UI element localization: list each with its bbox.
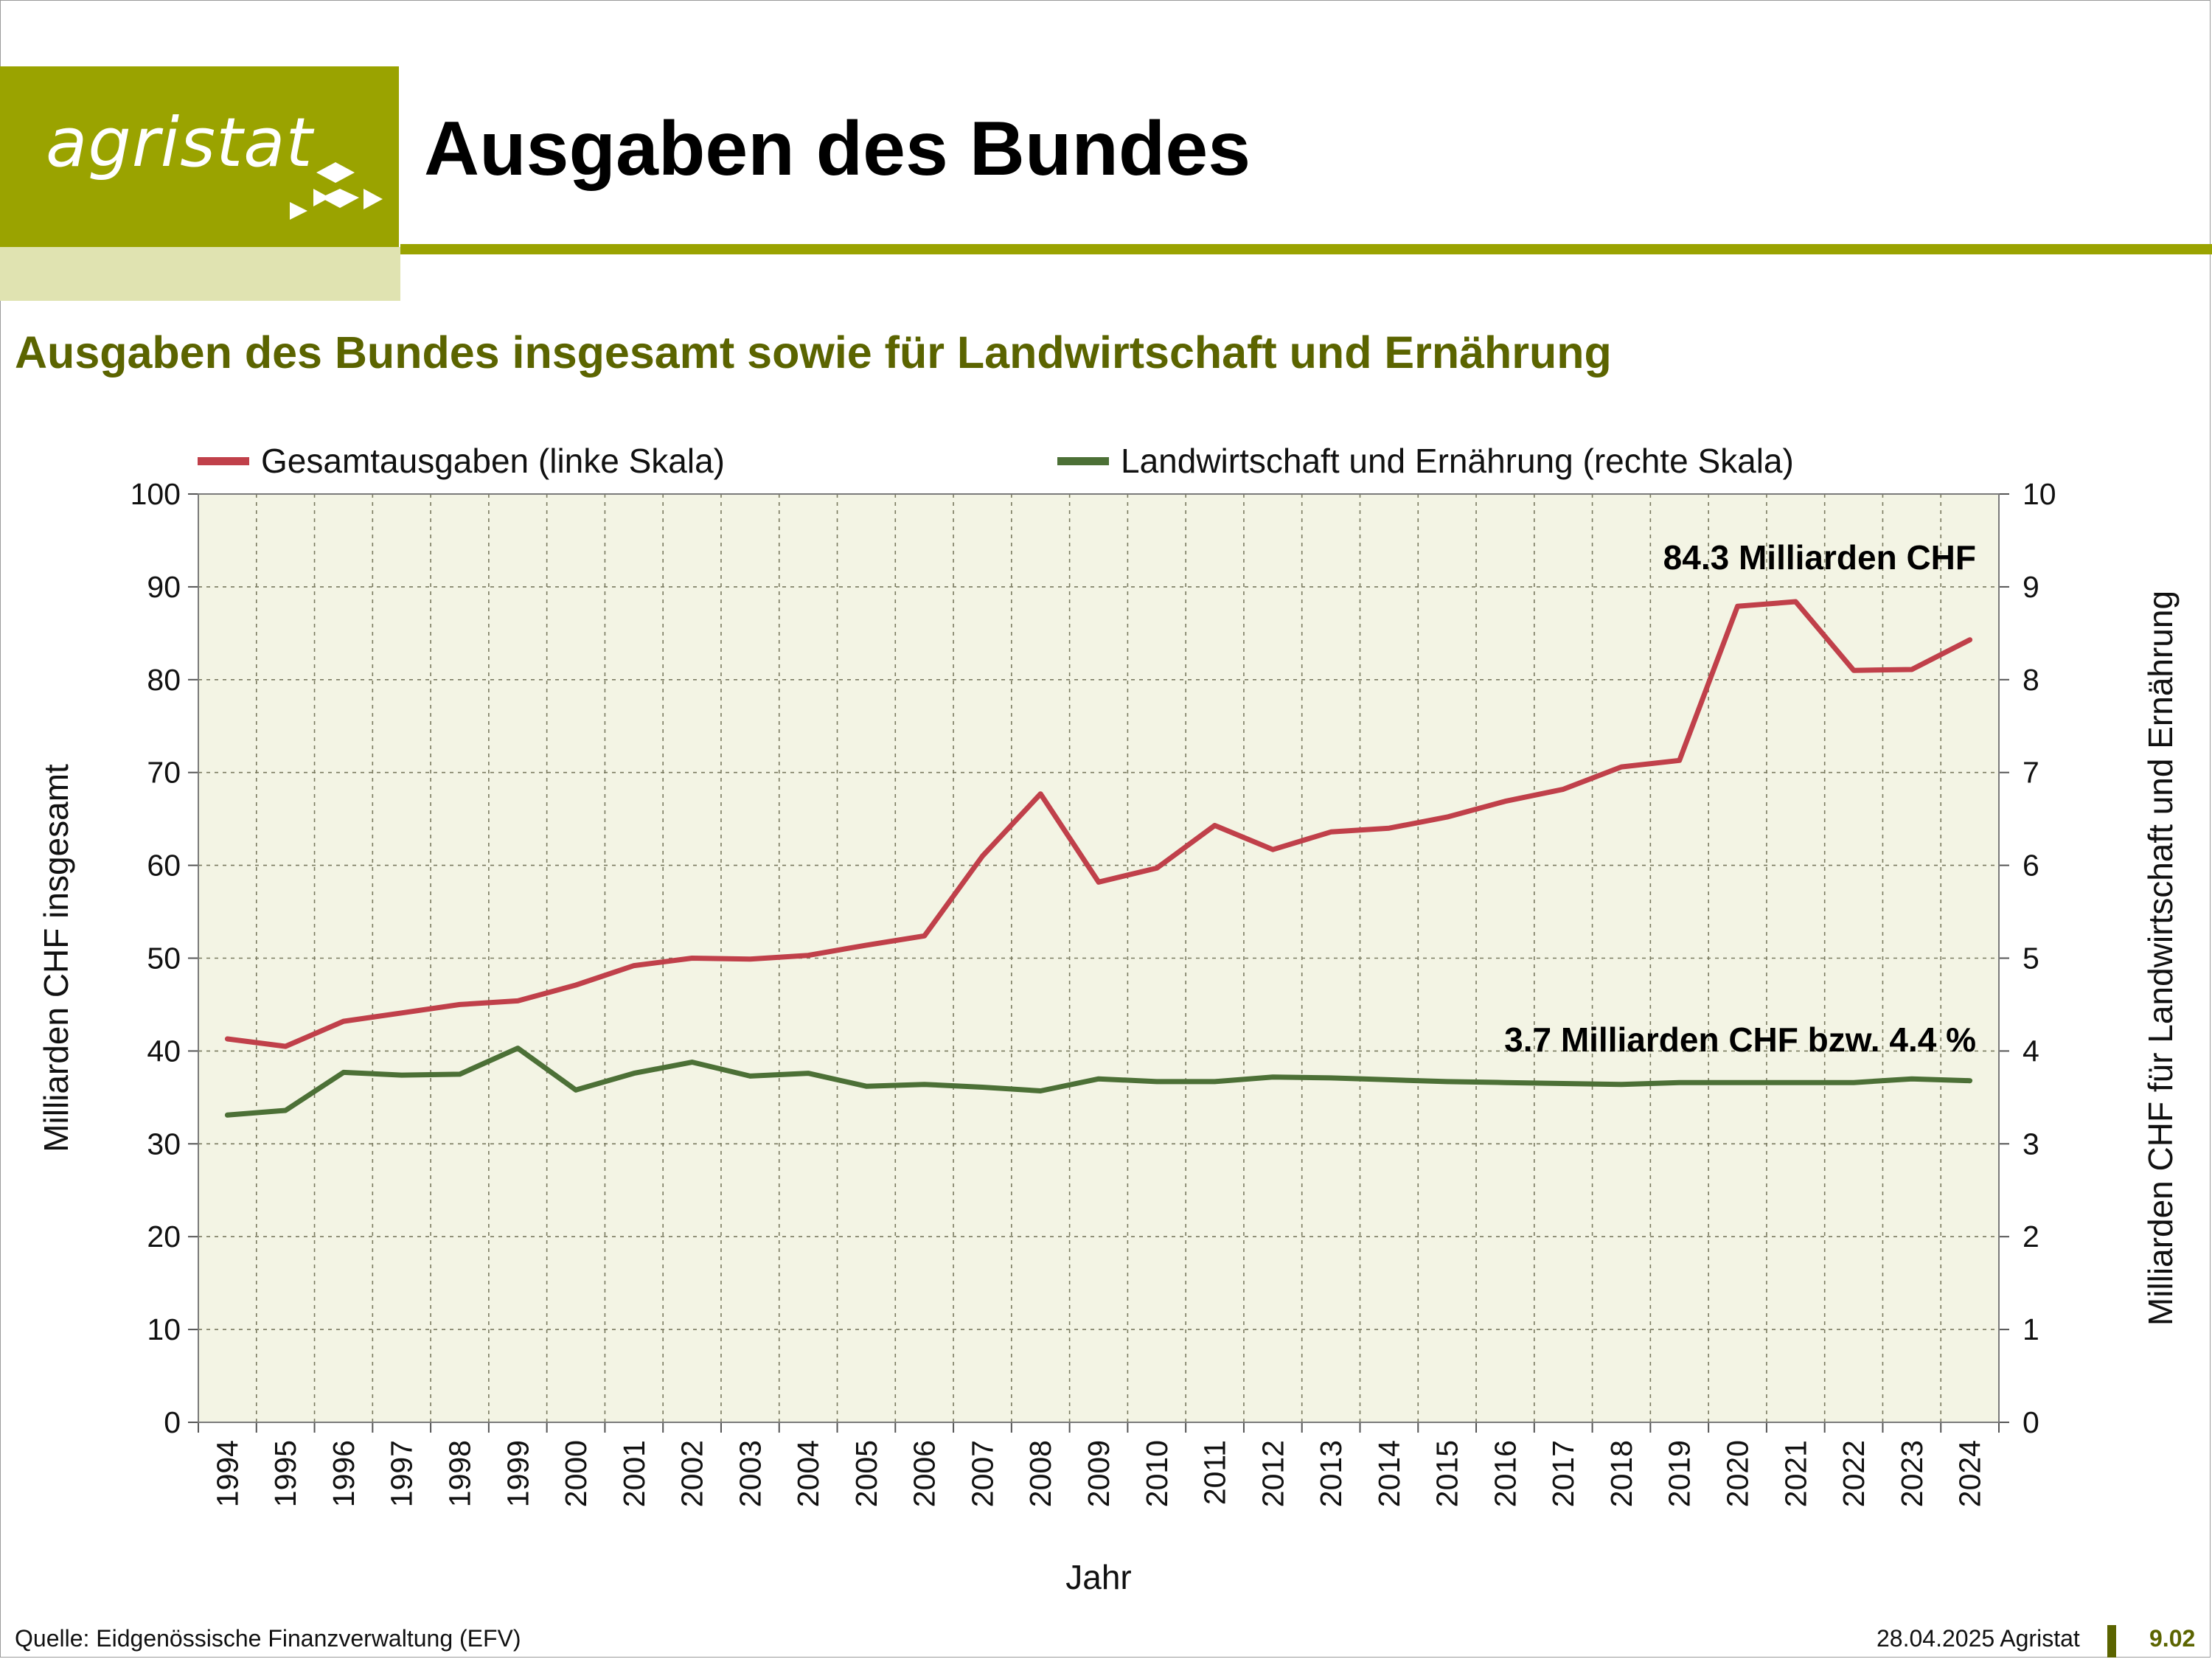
page-title: Ausgaben des Bundes bbox=[424, 106, 1251, 192]
x-tick-label: 2008 bbox=[1023, 1440, 1057, 1507]
y-tick-label-right: 0 bbox=[2023, 1405, 2039, 1439]
x-tick-label: 1997 bbox=[385, 1440, 419, 1507]
x-tick-label: 2006 bbox=[908, 1440, 942, 1507]
y-tick-label-left: 70 bbox=[147, 756, 181, 790]
footer-divider bbox=[2107, 1625, 2116, 1658]
y-tick-label-left: 0 bbox=[164, 1405, 181, 1439]
y-tick-label-left: 20 bbox=[147, 1220, 181, 1253]
x-tick-label: 2016 bbox=[1488, 1440, 1522, 1507]
header-rule bbox=[400, 244, 2212, 254]
y-tick-label-left: 50 bbox=[147, 942, 181, 975]
y-tick-label-right: 1 bbox=[2023, 1312, 2039, 1346]
x-tick-label: 2007 bbox=[965, 1440, 999, 1507]
x-tick-label: 2004 bbox=[791, 1440, 825, 1507]
x-tick-label: 2002 bbox=[675, 1440, 709, 1507]
y-tick-label-left: 80 bbox=[147, 663, 181, 697]
x-tick-label: 1994 bbox=[210, 1440, 244, 1507]
x-tick-label: 1998 bbox=[442, 1440, 476, 1507]
y-tick-label-left: 10 bbox=[147, 1312, 181, 1346]
x-tick-label: 2022 bbox=[1837, 1440, 1871, 1507]
y-tick-label-left: 90 bbox=[147, 570, 181, 604]
x-tick-label: 1996 bbox=[327, 1440, 361, 1507]
y-tick-label-left: 100 bbox=[131, 477, 181, 511]
y-tick-label-right: 3 bbox=[2023, 1127, 2039, 1161]
x-tick-label: 2023 bbox=[1895, 1440, 1929, 1507]
agristat-logo-mark-icon bbox=[290, 162, 383, 220]
y-tick-label-right: 2 bbox=[2023, 1220, 2039, 1253]
legend-label-total: Gesamtausgaben (linke Skala) bbox=[261, 442, 725, 480]
logo-background bbox=[0, 66, 399, 247]
x-axis-title: Jahr bbox=[1065, 1558, 1131, 1596]
x-tick-label: 2015 bbox=[1430, 1440, 1464, 1507]
annotation-agriculture: 3.7 Milliarden CHF bzw. 4.4 % bbox=[1504, 1020, 1976, 1059]
y-tick-label-right: 4 bbox=[2023, 1034, 2039, 1068]
source-note: Quelle: Eidgenössische Finanzverwaltung … bbox=[15, 1625, 521, 1652]
plot-border bbox=[198, 493, 2000, 1423]
x-tick-label: 1995 bbox=[268, 1440, 302, 1507]
y-tick-label-left: 40 bbox=[147, 1034, 181, 1068]
y-tick-label-left: 60 bbox=[147, 849, 181, 883]
logo-accent-bar bbox=[0, 247, 400, 301]
y-tick-label-right: 6 bbox=[2023, 849, 2039, 883]
x-tick-label: 2018 bbox=[1604, 1440, 1638, 1507]
legend-swatch-total bbox=[198, 456, 249, 465]
legend-label-agriculture: Landwirtschaft und Ernährung (rechte Ska… bbox=[1121, 442, 1794, 480]
x-tick-label: 2010 bbox=[1140, 1440, 1174, 1507]
y-tick-label-right: 10 bbox=[2023, 477, 2056, 511]
annotation-total: 84.3 Milliarden CHF bbox=[1663, 538, 1976, 577]
x-tick-label: 2021 bbox=[1778, 1440, 1812, 1507]
y-tick-label-right: 9 bbox=[2023, 570, 2039, 604]
y-tick-label-left: 30 bbox=[147, 1127, 181, 1161]
x-tick-label: 2024 bbox=[1953, 1440, 1987, 1507]
x-tick-label: 2019 bbox=[1663, 1440, 1697, 1507]
x-tick-label: 2011 bbox=[1198, 1440, 1232, 1505]
y-axis-title-right: Milliarden CHF für Landwirtschaft und Er… bbox=[2141, 591, 2180, 1326]
x-tick-label: 2009 bbox=[1082, 1440, 1116, 1507]
x-tick-label: 2013 bbox=[1314, 1440, 1348, 1507]
page-number: 9.02 bbox=[2149, 1625, 2196, 1652]
y-tick-label-right: 8 bbox=[2023, 663, 2039, 697]
x-tick-label: 2003 bbox=[733, 1440, 767, 1507]
series-line-total bbox=[224, 599, 1973, 1049]
series-line-agriculture bbox=[224, 1046, 1973, 1118]
x-tick-label: 2017 bbox=[1546, 1440, 1580, 1507]
legend-swatch-agriculture bbox=[1057, 456, 1109, 465]
x-tick-label: 2012 bbox=[1256, 1440, 1290, 1507]
x-tick-label: 1999 bbox=[501, 1440, 535, 1507]
footer-date: 28.04.2025 Agristat bbox=[1877, 1625, 2080, 1652]
x-tick-label: 2020 bbox=[1721, 1440, 1755, 1507]
y-axis-title-left: Milliarden CHF insgesamt bbox=[37, 764, 75, 1152]
x-tick-label: 2001 bbox=[617, 1440, 651, 1507]
x-tick-label: 2000 bbox=[559, 1440, 593, 1507]
chart-subtitle: Ausgaben des Bundes insgesamt sowie für … bbox=[15, 327, 1612, 378]
y-tick-label-right: 7 bbox=[2023, 756, 2039, 790]
y-tick-label-right: 5 bbox=[2023, 942, 2039, 975]
legend-item-agriculture: Landwirtschaft und Ernährung (rechte Ska… bbox=[1057, 442, 1794, 480]
agristat-logo-text: agristat bbox=[46, 103, 313, 182]
x-tick-label: 2014 bbox=[1372, 1440, 1406, 1507]
legend-item-total: Gesamtausgaben (linke Skala) bbox=[198, 442, 725, 480]
x-tick-label: 2005 bbox=[849, 1440, 883, 1507]
